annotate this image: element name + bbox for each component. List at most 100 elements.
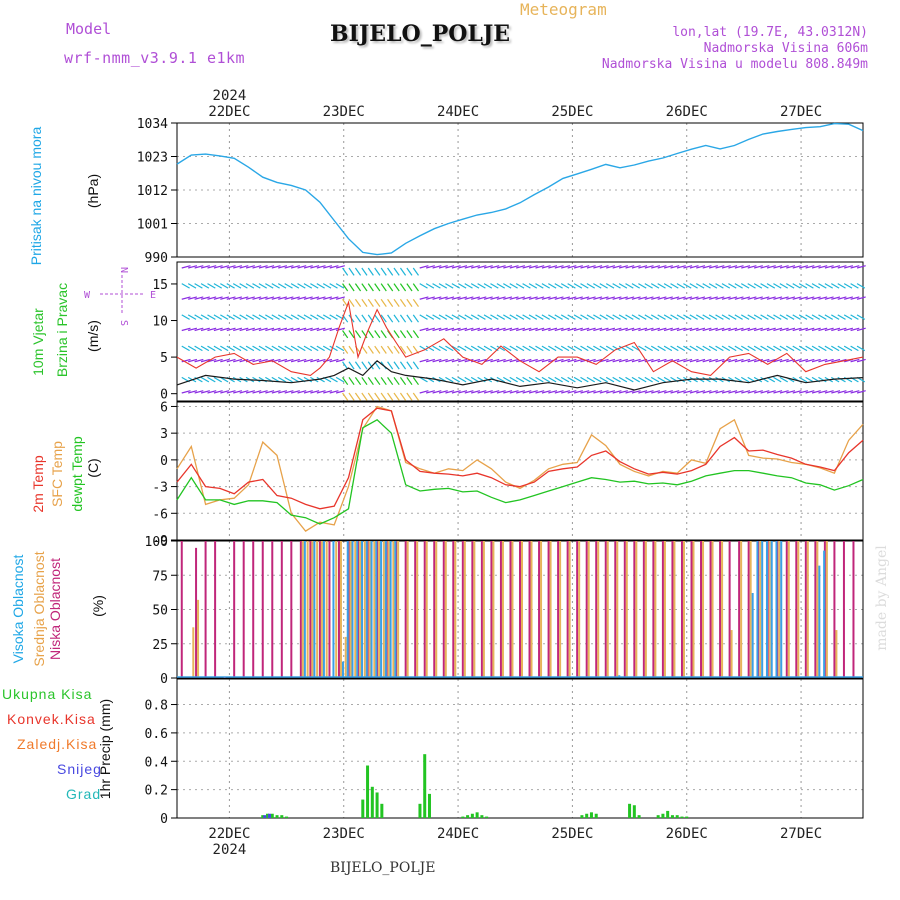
wind-barb xyxy=(528,296,538,300)
wind-barb xyxy=(278,358,288,363)
wind-barb xyxy=(399,345,407,354)
wind-barb xyxy=(567,327,577,332)
wind-barb xyxy=(393,314,400,323)
wind-barb xyxy=(831,265,841,269)
wind-barb xyxy=(670,265,680,269)
wind-barb xyxy=(393,392,400,401)
wind-barb xyxy=(560,314,570,320)
ytick-label: 0.8 xyxy=(145,699,168,714)
ytick-label: 0 xyxy=(160,454,168,469)
ytick-label: 0.2 xyxy=(145,784,168,799)
wind-barb xyxy=(696,390,706,394)
wind-barb xyxy=(740,376,750,383)
wind-barb xyxy=(412,377,419,386)
wind-barb xyxy=(786,314,795,320)
wind-barb xyxy=(702,358,712,363)
wind-barb xyxy=(458,345,467,352)
wind-barb xyxy=(503,358,513,363)
wind-barb xyxy=(284,358,294,363)
wind-barb xyxy=(335,376,345,383)
wind-barb xyxy=(432,314,441,320)
wind-barb xyxy=(779,327,789,332)
wind-barb xyxy=(850,314,859,320)
wind-barb xyxy=(181,314,190,320)
wind-barb xyxy=(348,267,355,276)
wind-barb xyxy=(232,345,242,352)
wind-barb xyxy=(329,345,338,352)
wind-barb xyxy=(316,358,326,363)
wind-barb xyxy=(618,327,628,332)
wind-barb xyxy=(297,296,307,300)
wind-barb xyxy=(477,345,486,352)
wind-barb xyxy=(367,298,374,307)
wind-barb xyxy=(432,265,442,269)
wind-barb xyxy=(663,314,673,320)
year-bottom-label: 2024 xyxy=(213,842,247,858)
rain-total-bar xyxy=(375,792,379,818)
wind-barb xyxy=(245,265,255,269)
wind-barb xyxy=(387,361,394,370)
legend-graupel: Grad xyxy=(66,786,102,802)
model-altitude-label: Nadmorska Visina u modelu 808.849m xyxy=(601,57,868,72)
ytick-label: 990 xyxy=(145,251,168,266)
wind-barb xyxy=(220,265,230,269)
wind-barb xyxy=(419,296,429,300)
wind-barb xyxy=(805,390,815,394)
wind-barb xyxy=(811,314,821,320)
wind-barb xyxy=(471,327,481,332)
wind-barb xyxy=(438,296,448,300)
wind-barb xyxy=(702,296,712,300)
wind-barb xyxy=(824,345,833,352)
wind-barb xyxy=(625,296,635,300)
rain-total-bar xyxy=(275,815,279,818)
wind-barb xyxy=(419,283,428,289)
wind-barb xyxy=(650,345,660,352)
wind-barb xyxy=(734,296,744,300)
wind-barb xyxy=(303,314,313,320)
rain-total-bar xyxy=(661,813,665,818)
wind-barb xyxy=(554,376,563,383)
wind-barb xyxy=(734,314,743,320)
wind-barb xyxy=(541,345,550,352)
wind-barb xyxy=(824,296,834,300)
wind-barb xyxy=(824,358,834,363)
wind-barb xyxy=(303,265,313,269)
rain-total-bar xyxy=(280,815,284,818)
wind-barb xyxy=(663,327,673,332)
wind-barb xyxy=(322,283,332,289)
wind-barb xyxy=(483,283,493,289)
wind-barb xyxy=(374,392,381,401)
wind-barb xyxy=(586,265,596,269)
wind-barb xyxy=(233,358,243,363)
wind-barb xyxy=(844,296,854,300)
wind-barb xyxy=(818,390,828,394)
wind-barb xyxy=(387,267,394,276)
wind-barb xyxy=(458,327,468,332)
wind-barb xyxy=(361,298,368,307)
wind-barb xyxy=(753,358,763,363)
rain-total-bar xyxy=(266,813,270,818)
wind-barb xyxy=(522,283,531,289)
wind-barb xyxy=(348,330,355,339)
wind-barb xyxy=(567,296,577,300)
wind-barb xyxy=(625,345,634,352)
wind-barb xyxy=(799,390,809,394)
wind-barb xyxy=(850,390,860,394)
wind-barb xyxy=(284,376,293,383)
wind-barb xyxy=(560,376,570,383)
wind-barb xyxy=(367,283,374,292)
dewpt-temp-line xyxy=(176,419,864,525)
wind-barb xyxy=(670,327,680,332)
wind-barb xyxy=(612,390,622,394)
rain-total-bar xyxy=(685,816,689,818)
ytick-label: 5 xyxy=(160,351,168,366)
wind-barb xyxy=(207,265,217,269)
wind-barb xyxy=(593,390,603,394)
wind-barb xyxy=(207,358,217,363)
xtick-bottom-label: 26DEC xyxy=(666,826,708,842)
wind-barb xyxy=(760,296,770,300)
wind-barb xyxy=(799,327,809,332)
wind-barb xyxy=(721,283,731,289)
wind-barb xyxy=(747,390,757,394)
wind-barb xyxy=(599,314,608,320)
